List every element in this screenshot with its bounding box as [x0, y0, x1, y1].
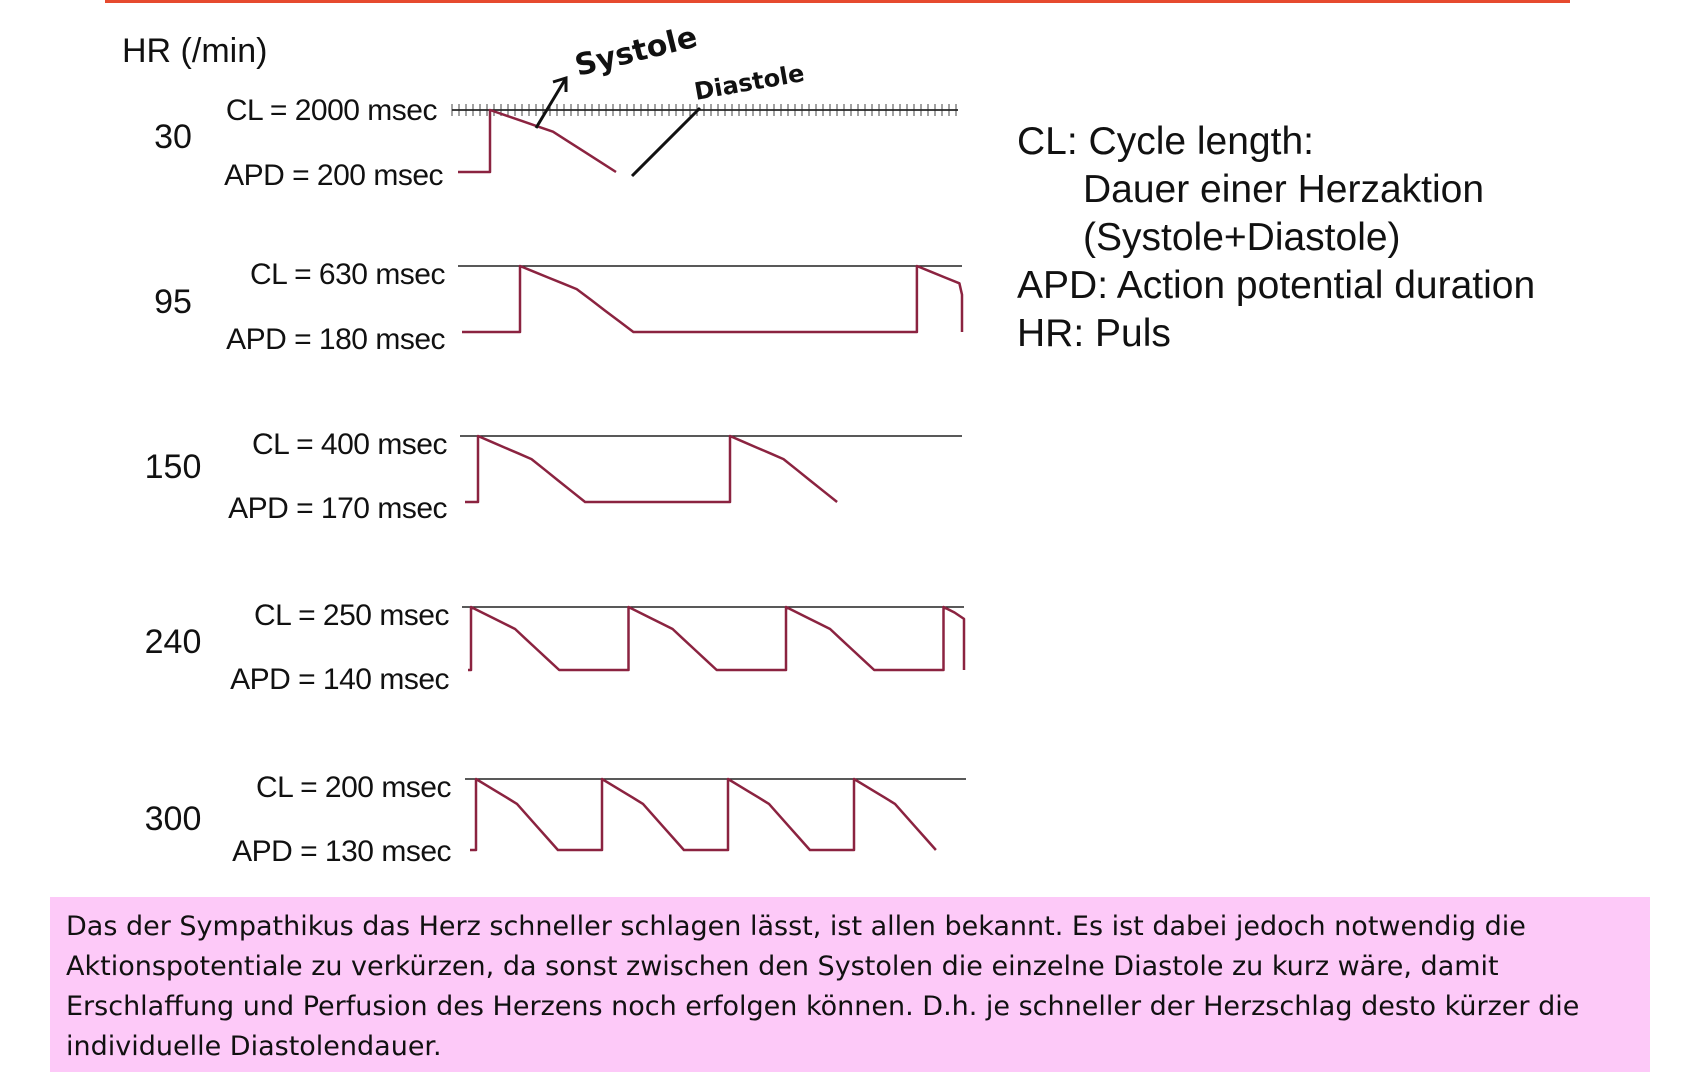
note-text: Das der Sympathikus das Herz schneller s… [66, 911, 1580, 1062]
ap-trace-300 [470, 777, 937, 852]
legend-cl: CL: Cycle length: [1017, 120, 1314, 163]
cl-label-30: CL = 2000 msec [225, 94, 438, 127]
apd-label-240: APD = 140 msec [230, 663, 449, 696]
systole-arrowhead [552, 75, 568, 92]
hr-value-240: 240 [144, 623, 202, 661]
ap-trace-95 [462, 264, 964, 334]
hr-value-30: 30 [154, 118, 192, 156]
cl-label-300: CL = 200 msec [256, 771, 452, 804]
apd-label-30: APD = 200 msec [224, 159, 443, 192]
apd-label-150: APD = 170 msec [228, 492, 447, 525]
hr-value-300: 300 [144, 800, 202, 838]
action-potential-diagram: Systole Diastole [451, 20, 966, 852]
note-box: Das der Sympathikus das Herz schneller s… [50, 897, 1650, 1072]
systole-arrow [534, 77, 568, 129]
legend-cl-desc-2: (Systole+Diastole) [1083, 216, 1401, 259]
top-accent-line [105, 0, 1570, 3]
hr-header: HR (/min) [122, 32, 268, 70]
legend: CL: Cycle length: Dauer einer Herzaktion… [1017, 118, 1535, 358]
legend-hr: HR: Puls [1017, 312, 1171, 355]
hr-value-150: 150 [144, 448, 202, 486]
diastole-arrow [630, 106, 702, 178]
ap-trace-240 [468, 605, 966, 672]
ap-trace-30 [458, 108, 617, 174]
apd-label-95: APD = 180 msec [226, 323, 445, 356]
legend-apd: APD: Action potential duration [1017, 264, 1536, 307]
cl-label-95: CL = 630 msec [250, 258, 446, 291]
ap-trace-150 [465, 434, 838, 504]
cl-label-240: CL = 250 msec [254, 599, 450, 632]
systole-annotation: Systole [571, 20, 700, 84]
diastole-annotation: Diastole [692, 59, 806, 106]
cl-label-150: CL = 400 msec [252, 428, 448, 461]
action-potential-traces [452, 108, 966, 852]
apd-label-300: APD = 130 msec [232, 835, 451, 868]
legend-cl-desc: Dauer einer Herzaktion [1083, 168, 1485, 211]
hr-value-95: 95 [154, 283, 192, 321]
